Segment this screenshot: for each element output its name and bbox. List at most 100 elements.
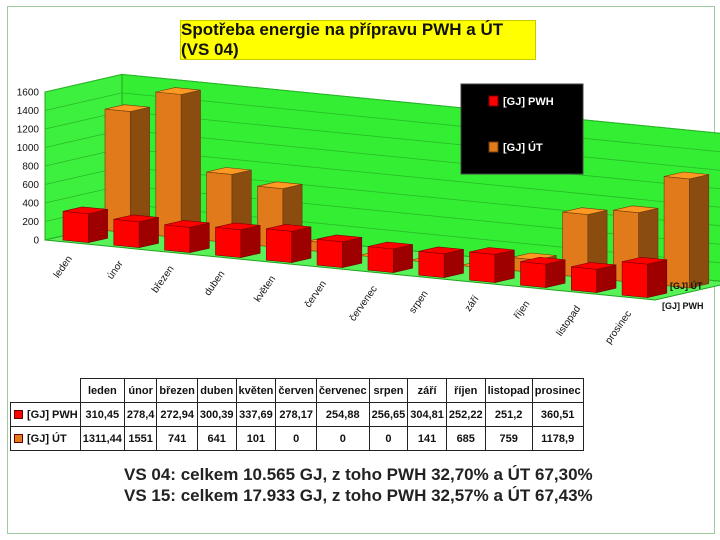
table-cell: 1551 (123, 426, 158, 451)
table-header-cell: březen (156, 378, 198, 403)
bar-front (663, 176, 690, 289)
table-cell: 272,94 (156, 402, 198, 427)
table-row: [GJ] ÚT 1311,44 1551 741 641 101 0 0 0 141 685 759 1… (10, 426, 584, 451)
y-tick-label: 1600 (17, 88, 40, 99)
y-tick-label: 200 (22, 217, 39, 228)
bar-side (596, 264, 617, 293)
x-tick-label: září (463, 294, 482, 314)
x-tick-label: prosinec (603, 309, 634, 346)
bar-front (155, 91, 182, 239)
table-cell: 141 (407, 426, 447, 451)
table-row: [GJ] PWH 310,45 278,4 272,94 300,39 337,69 278… (10, 402, 584, 427)
table-header-cell: říjen (445, 378, 486, 403)
bar-side (189, 222, 210, 253)
legend-swatch (14, 410, 23, 420)
bar-top (164, 220, 210, 228)
table-cell: 685 (445, 426, 486, 451)
legend-label: [GJ] ÚT (503, 141, 543, 154)
y-tick-label: 800 (22, 162, 39, 173)
bar-top (113, 214, 159, 223)
bar-front (215, 226, 242, 258)
bar-top (511, 252, 557, 261)
bar-side (88, 209, 108, 243)
bar-top (622, 256, 667, 265)
summary: VS 04: celkem 10.565 GJ, z toho PWH 32,7… (124, 464, 593, 506)
bar-top (317, 234, 362, 243)
bar-side (494, 249, 515, 283)
table-cell: 278,4 (123, 402, 158, 427)
bar-top (562, 207, 608, 215)
table-cell: 278,17 (275, 402, 317, 427)
legend-swatch (488, 141, 499, 153)
y-tick-label: 1000 (17, 143, 40, 154)
depth-label-ut: [GJ] ÚT (670, 280, 703, 291)
table-cell: 252,22 (445, 402, 486, 427)
bar-front (316, 238, 343, 268)
bar-top (257, 181, 303, 190)
x-tick-label: duben (202, 269, 227, 298)
table-corner (11, 379, 81, 403)
x-tick-label: srpen (407, 289, 430, 316)
table-header-cell: srpen (368, 378, 409, 403)
bar-front (265, 228, 293, 263)
bar-top (664, 171, 709, 180)
chart-title: Spotřeba energie na přípravu PWH a ÚT (V… (180, 20, 536, 60)
bar-side (443, 249, 464, 278)
legend-label: [GJ] PWH (503, 96, 554, 108)
table-header-cell: červen (275, 378, 317, 403)
table-cell: 300,39 (196, 402, 237, 427)
y-tick-label: 600 (22, 180, 39, 191)
bar-front (104, 108, 131, 234)
table-cell: 360,51 (531, 402, 584, 427)
bar-side (138, 217, 159, 248)
bar-side (647, 259, 668, 298)
table-cell: 641 (196, 426, 237, 451)
chart: 0 200 400 600 800 1000 1200 1400 1600 leden únor bř… (17, 73, 720, 346)
bar-front (621, 261, 648, 298)
bar-front (469, 251, 496, 283)
x-tick-label: leden (52, 254, 75, 280)
table-cell: 0 (275, 426, 317, 451)
table-row-label: [GJ] PWH (10, 402, 81, 427)
table-cell: 1178,9 (531, 426, 584, 451)
summary-line-1: VS 04: celkem 10.565 GJ, z toho PWH 32,7… (124, 465, 593, 484)
bar-front (367, 246, 394, 273)
summary-line-2: VS 15: celkem 17.933 GJ, z toho PWH 32,5… (124, 486, 593, 505)
table-row-label: [GJ] ÚT (10, 426, 81, 451)
x-tick-label: květen (252, 274, 278, 304)
table-header-cell: červenec (315, 378, 370, 403)
bar-front (418, 250, 445, 278)
bar-top (62, 206, 108, 215)
data-table: leden únor březen duben květen červen červenec… (10, 378, 584, 451)
bar-side (291, 226, 312, 263)
table-cell: 1311,44 (79, 426, 125, 451)
x-tick-label: červenec (348, 284, 380, 324)
x-tick-label: červen (303, 279, 329, 310)
x-tick-label: březen (150, 264, 177, 295)
table-header-row: leden únor březen duben květen červen červenec… (11, 378, 584, 403)
bar-side (689, 174, 710, 289)
table-header-cell: leden (79, 378, 125, 403)
bar-front (113, 218, 140, 248)
bar-front (570, 266, 598, 293)
y-tick-label: 0 (33, 236, 39, 247)
bar-top (469, 247, 515, 255)
bar-top (266, 224, 312, 232)
table-header-cell: duben (196, 378, 237, 403)
table-cell: 337,69 (235, 402, 277, 427)
bar-front (164, 224, 191, 253)
table-cell: 741 (156, 426, 198, 451)
bar-front (520, 261, 547, 288)
bar-side (240, 225, 261, 258)
bar-top (104, 104, 150, 112)
legend-swatch (488, 95, 499, 107)
table-cell: 304,81 (407, 402, 447, 427)
bar-top (520, 256, 566, 265)
table-header-cell: prosinec (531, 378, 584, 403)
bar-side (342, 237, 363, 268)
legend-swatch (14, 434, 23, 444)
y-tick-label: 1200 (17, 125, 40, 136)
legend-box (460, 83, 584, 175)
bar-top (418, 246, 464, 255)
table-cell: 256,65 (368, 402, 409, 427)
